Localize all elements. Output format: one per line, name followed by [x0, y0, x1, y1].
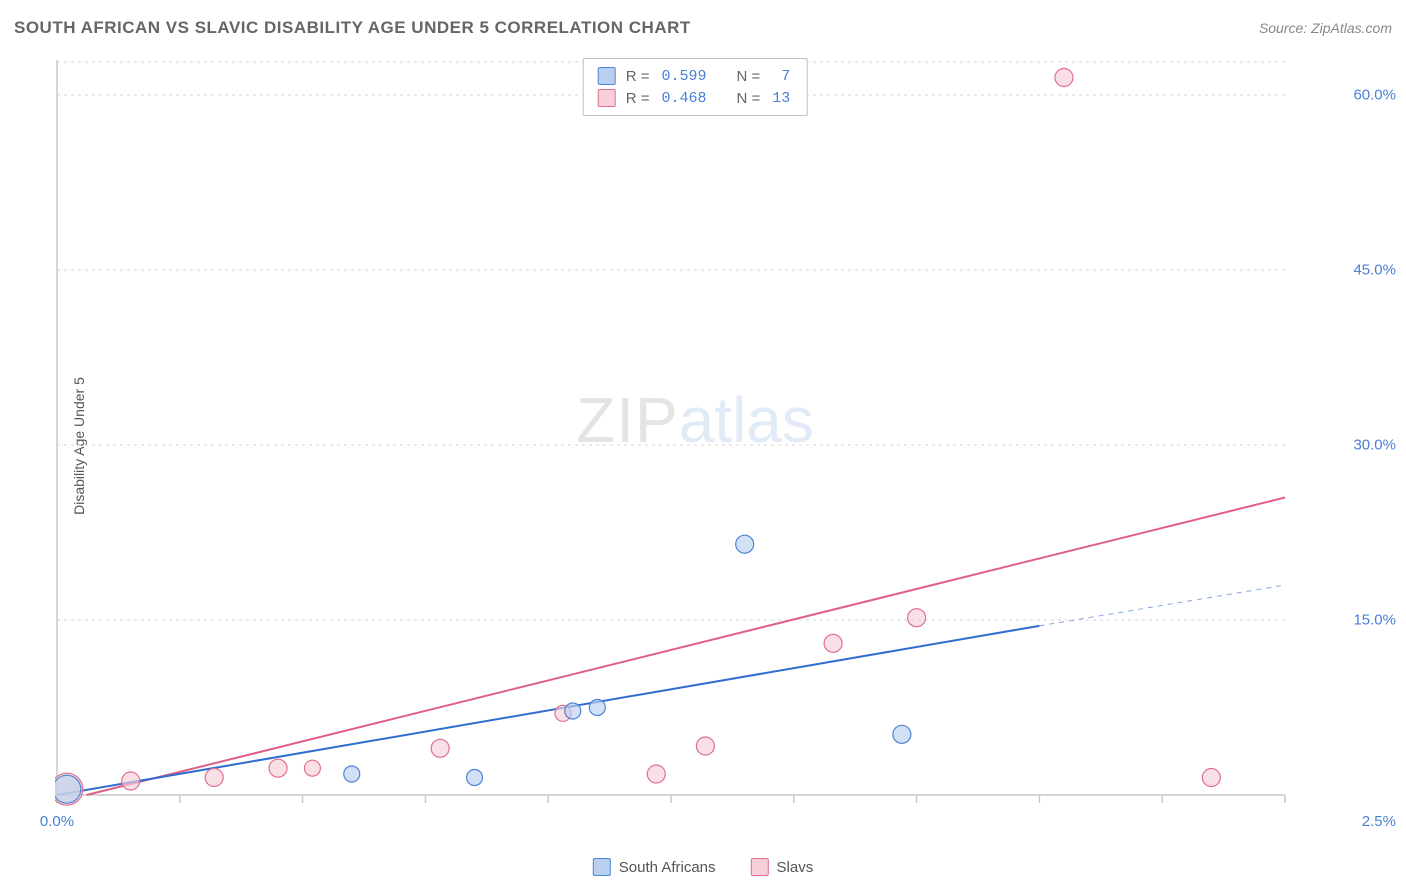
y-tick-label: 60.0%	[1353, 87, 1396, 104]
scatter-plot-svg	[55, 55, 1335, 815]
y-tick-label: 30.0%	[1353, 437, 1396, 454]
x-axis-series-legend: South Africans Slavs	[593, 858, 813, 876]
scatter-point-slavs	[269, 759, 287, 777]
x-legend-label: Slavs	[777, 859, 814, 876]
chart-plot-area: ZIPatlas R =0.599N =7R =0.468N =13	[55, 55, 1335, 815]
scatter-point-slavs	[824, 634, 842, 652]
scatter-point-south-africans	[893, 725, 911, 743]
legend-r-value: 0.599	[659, 68, 708, 85]
scatter-point-south-africans	[55, 775, 81, 803]
legend-row: R = 0.599 N = 7	[598, 65, 793, 87]
legend-r-value: 0.468	[659, 90, 708, 107]
scatter-point-slavs	[1055, 69, 1073, 87]
legend-n-value: 7	[770, 68, 792, 85]
scatter-point-slavs	[431, 739, 449, 757]
chart-header: SOUTH AFRICAN VS SLAVIC DISABILITY AGE U…	[14, 18, 1392, 38]
x-legend-item: Slavs	[751, 858, 814, 876]
x-legend-label: South Africans	[619, 859, 716, 876]
scatter-point-slavs	[122, 772, 140, 790]
x-tick-label-left: 0.0%	[40, 813, 74, 830]
legend-swatch-icon	[751, 858, 769, 876]
scatter-point-slavs	[304, 760, 320, 776]
legend-swatch-icon	[598, 67, 616, 85]
y-tick-label: 15.0%	[1353, 612, 1396, 629]
chart-title: SOUTH AFRICAN VS SLAVIC DISABILITY AGE U…	[14, 18, 691, 38]
legend-n-label: N =	[737, 90, 761, 107]
scatter-point-slavs	[1202, 769, 1220, 787]
scatter-point-south-africans	[467, 770, 483, 786]
legend-row: R = 0.468 N = 13	[598, 87, 793, 109]
scatter-point-south-africans	[589, 700, 605, 716]
legend-swatch-icon	[593, 858, 611, 876]
y-tick-label: 45.0%	[1353, 262, 1396, 279]
source-prefix: Source:	[1259, 20, 1311, 36]
legend-n-value: 13	[770, 90, 792, 107]
source-attribution: Source: ZipAtlas.com	[1259, 20, 1392, 36]
scatter-point-south-africans	[344, 766, 360, 782]
trend-line-south-africans	[57, 626, 1039, 795]
legend-n-label: N =	[737, 68, 761, 85]
scatter-point-slavs	[908, 609, 926, 627]
legend-r-label: R =	[626, 90, 650, 107]
scatter-point-slavs	[647, 765, 665, 783]
scatter-point-south-africans	[736, 535, 754, 553]
x-tick-label-right: 2.5%	[1362, 813, 1396, 830]
trend-line-slavs	[86, 498, 1285, 796]
source-name: ZipAtlas.com	[1311, 20, 1392, 36]
correlation-legend: R = 0.599 N = 7 R = 0.468 N = 13	[583, 58, 808, 116]
scatter-point-slavs	[205, 769, 223, 787]
legend-r-label: R =	[626, 68, 650, 85]
x-legend-item: South Africans	[593, 858, 716, 876]
legend-swatch-icon	[598, 89, 616, 107]
scatter-point-south-africans	[565, 703, 581, 719]
scatter-point-slavs	[696, 737, 714, 755]
